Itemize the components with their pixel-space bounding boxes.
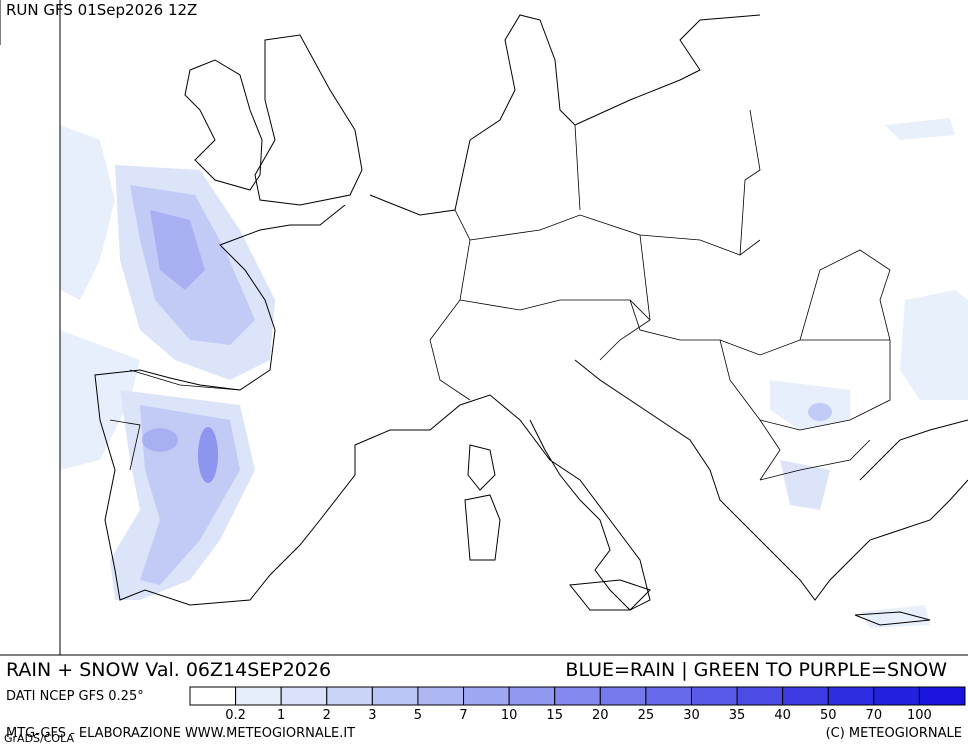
colorbar-label: 70	[866, 708, 883, 723]
legend-note: BLUE=RAIN | GREEN TO PURPLE=SNOW	[565, 659, 947, 681]
colorbar-label: 30	[683, 708, 700, 723]
colorbar-label: 5	[414, 708, 422, 723]
run-label: RUN GFS 01Sep2026 12Z	[6, 1, 197, 19]
colorbar-swatch	[918, 686, 966, 706]
data-source: DATI NCEP GFS 0.25°	[6, 689, 144, 704]
colorbar-label: 1	[277, 708, 285, 723]
colorbar-label: 100	[907, 708, 932, 723]
colorbar-label: 3	[368, 708, 376, 723]
colorbar: 0.2 1 2 3 5 7 10 15 20 25 30 35 40 50 70 100	[189, 686, 966, 723]
colorbar-swatch	[371, 686, 419, 706]
colorbar-swatch	[827, 686, 875, 706]
colorbar-swatch	[599, 686, 647, 706]
colorbar-label: 50	[820, 708, 837, 723]
copyright: (C) METEOGIORNALE	[826, 726, 962, 741]
colorbar-label: 20	[592, 708, 609, 723]
colorbar-swatch	[736, 686, 784, 706]
colorbar-swatch	[554, 686, 601, 706]
colorbar-label: 15	[546, 708, 563, 723]
colorbar-swatch	[690, 686, 738, 706]
colorbar-swatch	[235, 686, 282, 706]
colorbar-swatch	[508, 686, 556, 706]
map-title: RAIN + SNOW Val. 06Z14SEP2026	[6, 659, 331, 681]
colorbar-label: 10	[501, 708, 518, 723]
colorbar-label: 0.2	[225, 708, 246, 723]
colorbar-label: 25	[638, 708, 655, 723]
colorbar-swatch	[326, 686, 373, 706]
colorbar-swatch	[189, 686, 237, 706]
grads-label: GrADS/COLA	[4, 732, 74, 745]
colorbar-swatch	[463, 686, 510, 706]
colorbar-label: 35	[729, 708, 746, 723]
borders	[109, 109, 891, 481]
credit: MTG-GFS - ELABORAZIONE WWW.METEOGIORNALE…	[6, 726, 355, 741]
colorbar-label: 7	[459, 708, 467, 723]
colorbar-swatch	[782, 686, 829, 706]
colorbar-label: 40	[774, 708, 791, 723]
colorbar-label: 2	[323, 708, 331, 723]
colorbar-swatch	[417, 686, 465, 706]
colorbar-swatch	[873, 686, 920, 706]
colorbar-swatch	[645, 686, 692, 706]
colorbar-swatch	[280, 686, 328, 706]
